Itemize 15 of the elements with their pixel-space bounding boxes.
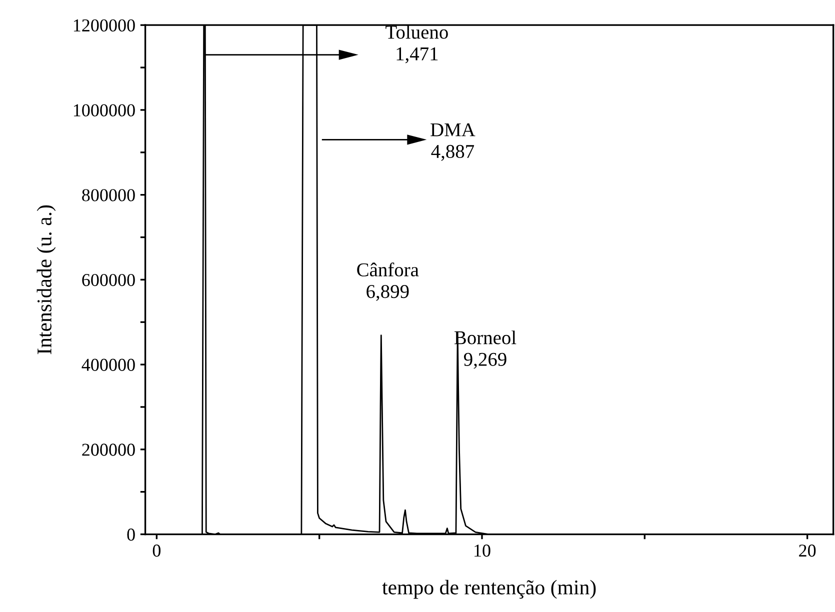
y-tick-label: 800000 <box>82 189 135 202</box>
x-tick-label: 20 <box>799 544 816 557</box>
annotation: DMA 4,887 <box>430 123 476 161</box>
y-tick-label: 200000 <box>82 444 135 456</box>
y-tick-label: 1000000 <box>74 104 135 116</box>
x-axis-title: tempo de rentenção (min) <box>382 580 596 599</box>
y-tick-label: 1200000 <box>74 19 135 32</box>
y-tick-label: 0 <box>127 528 135 541</box>
x-tick-label: 0 <box>152 544 160 557</box>
x-tick-label: 10 <box>474 544 490 557</box>
y-tick-label: 600000 <box>82 274 135 286</box>
annotation: Cânfora 6,899 <box>357 262 419 301</box>
y-axis-title: Intensidade (u. a.) <box>36 205 56 354</box>
annotation: Tolueno 1,471 <box>386 25 448 64</box>
y-tick-label: 400000 <box>82 358 135 371</box>
